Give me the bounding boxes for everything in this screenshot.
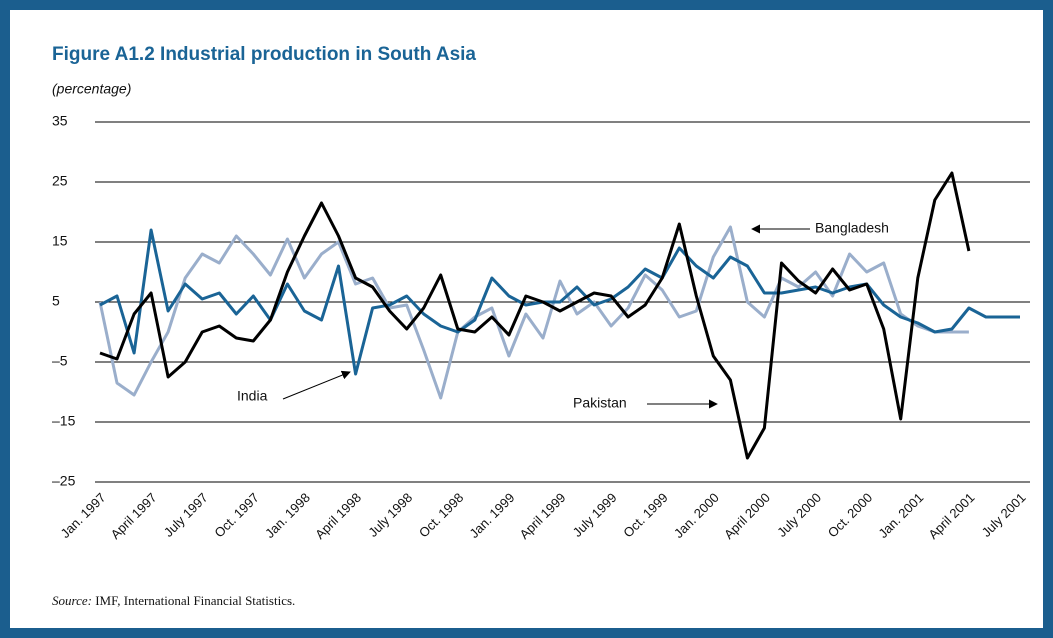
y-tick-label: –25 bbox=[52, 473, 76, 489]
y-tick-label: 35 bbox=[52, 113, 68, 129]
annotation-arrow bbox=[282, 370, 351, 400]
source: Source: IMF, International Financial Sta… bbox=[52, 593, 295, 608]
series-label: Pakistan bbox=[573, 395, 627, 411]
series-line bbox=[98, 225, 969, 400]
series-label: India bbox=[237, 388, 268, 404]
series-line bbox=[99, 171, 971, 460]
y-tick-label: 15 bbox=[52, 233, 68, 249]
source-text: IMF, International Financial Statistics. bbox=[95, 593, 295, 608]
y-tick-label: –15 bbox=[52, 413, 76, 429]
source-label: Source: bbox=[52, 593, 92, 608]
y-tick-label: 25 bbox=[52, 173, 68, 189]
y-tick-label: –5 bbox=[52, 353, 68, 369]
y-tick-label: 5 bbox=[52, 293, 60, 309]
chart-title: Figure A1.2 Industrial production in Sou… bbox=[52, 44, 476, 65]
series-label: Bangladesh bbox=[815, 220, 889, 236]
y-axis-label: (percentage) bbox=[52, 81, 131, 97]
